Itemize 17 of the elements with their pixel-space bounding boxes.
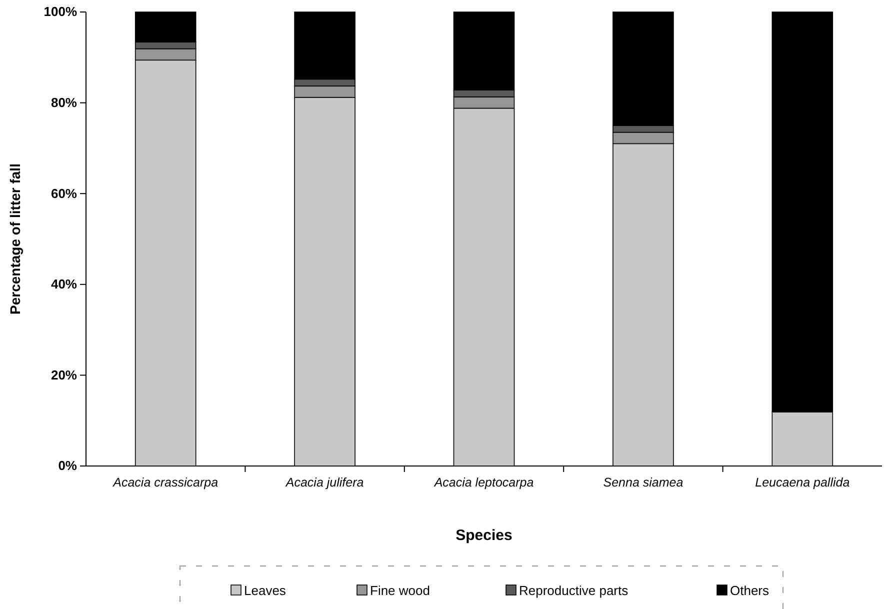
y-axis-title: Percentage of litter fall <box>7 164 23 314</box>
legend-label: Reproductive parts <box>519 583 629 598</box>
y-tick-label: 20% <box>50 367 78 382</box>
x-tick-label: Leucaena pallida <box>755 476 850 490</box>
x-axis-title: Species <box>456 527 512 544</box>
y-tick-label: 60% <box>50 186 78 201</box>
x-tick-label: Acacia leptocarpa <box>433 476 534 490</box>
y-tick-label: 100% <box>44 4 78 20</box>
y-tick-label: 40% <box>50 276 78 292</box>
y-tick-label: 0% <box>58 458 78 474</box>
y-tick-label: 80% <box>50 94 78 110</box>
x-tick-label: Senna siamea <box>603 476 684 490</box>
legend-label: Leaves <box>244 583 286 598</box>
legend-label: Others <box>730 583 770 598</box>
x-tick-label: Acacia crassicarpa <box>112 476 218 490</box>
x-tick-label: Acacia julifera <box>284 476 364 490</box>
legend-label: Fine wood <box>370 583 430 598</box>
